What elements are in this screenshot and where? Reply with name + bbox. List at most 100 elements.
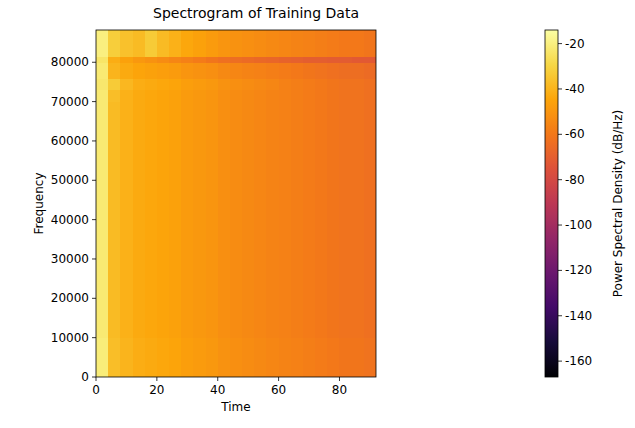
cell [96, 141, 109, 181]
colorbar-tick-label: -100 [565, 218, 592, 232]
cell [339, 141, 352, 181]
cell [291, 102, 304, 142]
cell [254, 259, 267, 299]
cell [169, 30, 182, 57]
cell [279, 62, 292, 78]
cell [364, 90, 376, 102]
cell [120, 259, 133, 299]
y-axis-title: Frequency [32, 173, 46, 235]
cell [169, 62, 182, 78]
cell [303, 220, 316, 260]
cell [169, 141, 182, 181]
cell [145, 338, 158, 377]
cell [327, 141, 340, 181]
cell [339, 298, 352, 338]
cell [133, 62, 146, 78]
y-tick-label: 80000 [51, 55, 89, 69]
cell [352, 338, 365, 377]
y-tick [92, 219, 96, 220]
cell [206, 30, 219, 57]
cell [145, 220, 158, 260]
cell [327, 90, 340, 102]
cell [266, 259, 279, 299]
cell [96, 62, 109, 78]
cell [327, 338, 340, 377]
cell [96, 338, 109, 377]
cell [266, 30, 279, 57]
cell [133, 102, 146, 142]
cell [108, 102, 121, 142]
colorbar-tick-label: -80 [565, 173, 585, 187]
cell [206, 259, 219, 299]
cell [279, 259, 292, 299]
cell [145, 141, 158, 181]
cell [145, 102, 158, 142]
cell [315, 78, 328, 90]
cell [230, 90, 243, 102]
y-tick-label: 10000 [51, 331, 89, 345]
cell [96, 220, 109, 260]
cell [339, 102, 352, 142]
cell [266, 90, 279, 102]
cell [291, 259, 304, 299]
cell [242, 62, 255, 78]
cell [352, 62, 365, 78]
cell [193, 220, 206, 260]
y-tick [92, 101, 96, 102]
cell [181, 338, 194, 377]
cell [254, 298, 267, 338]
cell [303, 141, 316, 181]
cell [169, 298, 182, 338]
cell [279, 220, 292, 260]
cell [364, 78, 376, 90]
cell [193, 56, 206, 63]
cell [291, 298, 304, 338]
cell [218, 56, 231, 63]
cell [133, 259, 146, 299]
cell [242, 298, 255, 338]
cell [242, 259, 255, 299]
colorbar-tick-label: -120 [565, 263, 592, 277]
cell [218, 90, 231, 102]
cell [364, 259, 376, 299]
y-tick-label: 50000 [51, 173, 89, 187]
cell [303, 298, 316, 338]
y-tick-label: 20000 [51, 291, 89, 305]
cell [206, 141, 219, 181]
cell [254, 90, 267, 102]
cell [181, 102, 194, 142]
cell [364, 62, 376, 78]
colorbar-tick-label: -140 [565, 309, 592, 323]
cell [181, 30, 194, 57]
y-tick-label: 60000 [51, 134, 89, 148]
colorbar-tick [558, 43, 562, 44]
cell [218, 62, 231, 78]
cell [108, 141, 121, 181]
cell [279, 338, 292, 377]
cell [254, 220, 267, 260]
cell [96, 78, 109, 90]
cell [352, 78, 365, 90]
colorbar-tick-label: -40 [565, 82, 585, 96]
cell [169, 180, 182, 220]
cell [266, 56, 279, 63]
cell [108, 259, 121, 299]
cell [352, 141, 365, 181]
cell [254, 30, 267, 57]
cell [291, 62, 304, 78]
colorbar-tick [558, 88, 562, 89]
cell [291, 220, 304, 260]
cell [327, 180, 340, 220]
cell [254, 338, 267, 377]
y-tick-label: 30000 [51, 252, 89, 266]
colorbar [545, 30, 558, 377]
cell [279, 90, 292, 102]
y-tick [92, 298, 96, 299]
x-tick [156, 377, 157, 381]
cell [193, 259, 206, 299]
cell [193, 102, 206, 142]
cell [364, 298, 376, 338]
cell [96, 30, 109, 57]
y-tick [92, 140, 96, 141]
cell [96, 90, 109, 102]
